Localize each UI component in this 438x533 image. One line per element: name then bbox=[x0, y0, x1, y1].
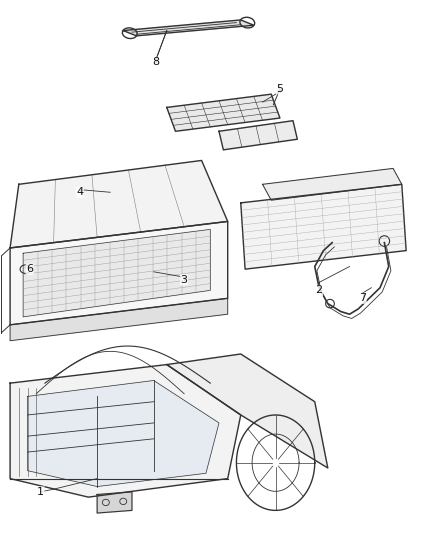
Text: 6: 6 bbox=[26, 264, 33, 274]
Polygon shape bbox=[167, 94, 280, 131]
Polygon shape bbox=[28, 381, 219, 487]
Text: 5: 5 bbox=[276, 84, 283, 94]
Text: 1: 1 bbox=[37, 487, 44, 497]
Polygon shape bbox=[10, 298, 228, 341]
Text: 8: 8 bbox=[152, 58, 159, 67]
Polygon shape bbox=[241, 184, 406, 269]
Text: 7: 7 bbox=[359, 293, 366, 303]
Polygon shape bbox=[219, 120, 297, 150]
Text: 4: 4 bbox=[76, 187, 83, 197]
Polygon shape bbox=[97, 492, 132, 513]
Polygon shape bbox=[262, 168, 402, 200]
Polygon shape bbox=[10, 365, 241, 497]
Polygon shape bbox=[10, 221, 228, 325]
Text: 2: 2 bbox=[315, 285, 323, 295]
Text: 3: 3 bbox=[181, 274, 187, 285]
Polygon shape bbox=[23, 229, 210, 317]
Polygon shape bbox=[10, 160, 228, 248]
Polygon shape bbox=[123, 20, 254, 36]
Polygon shape bbox=[167, 354, 328, 468]
